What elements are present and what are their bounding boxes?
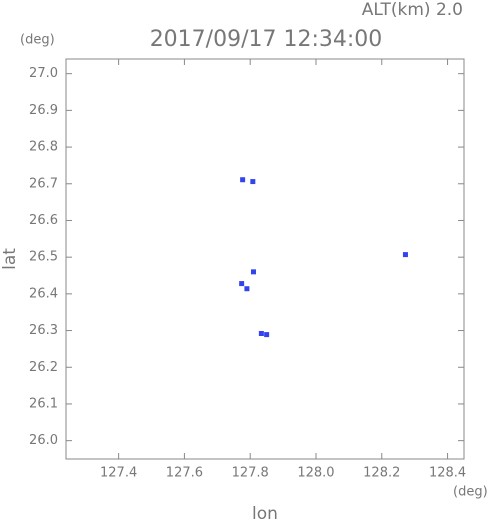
x-tick-label: 128.4	[429, 466, 466, 481]
echo-point	[402, 252, 408, 258]
y-tick-label: 26.3	[29, 323, 58, 338]
y-tick-label: 26.1	[29, 396, 58, 411]
y-tick-label: 27.0	[29, 66, 58, 81]
echo-point	[250, 269, 256, 275]
echo-point	[244, 286, 250, 292]
echo-point	[239, 281, 245, 287]
echo-point	[250, 179, 256, 185]
x-tick-label: 127.8	[232, 466, 269, 481]
y-axis-label: lat	[0, 248, 20, 270]
y-tick-label: 26.2	[29, 360, 58, 375]
plot-frame	[65, 58, 465, 460]
y-tick-label: 26.7	[29, 176, 58, 191]
echo-point	[240, 177, 246, 183]
y-tick-label: 26.4	[29, 286, 58, 301]
chart-title: 2017/09/17 12:34:00	[150, 27, 383, 52]
y-tick-label: 26.0	[29, 433, 58, 448]
y-tick-label: 26.8	[29, 140, 58, 155]
x-tick-label: 128.0	[297, 466, 334, 481]
y-tick-label: 26.6	[29, 213, 58, 228]
x-axis-label: lon	[252, 504, 278, 521]
annotation: ALT(km) 2.0	[362, 0, 463, 20]
y-tick-label: 26.9	[29, 103, 58, 118]
y-unit: (deg)	[20, 33, 55, 48]
x-tick-label: 128.2	[363, 466, 400, 481]
y-tick-label: 26.5	[29, 250, 58, 265]
x-tick-label: 127.6	[166, 466, 203, 481]
x-tick-label: 127.4	[100, 466, 137, 481]
x-unit: (deg)	[453, 485, 488, 500]
echo-point	[258, 330, 264, 336]
echo-point	[264, 332, 270, 338]
